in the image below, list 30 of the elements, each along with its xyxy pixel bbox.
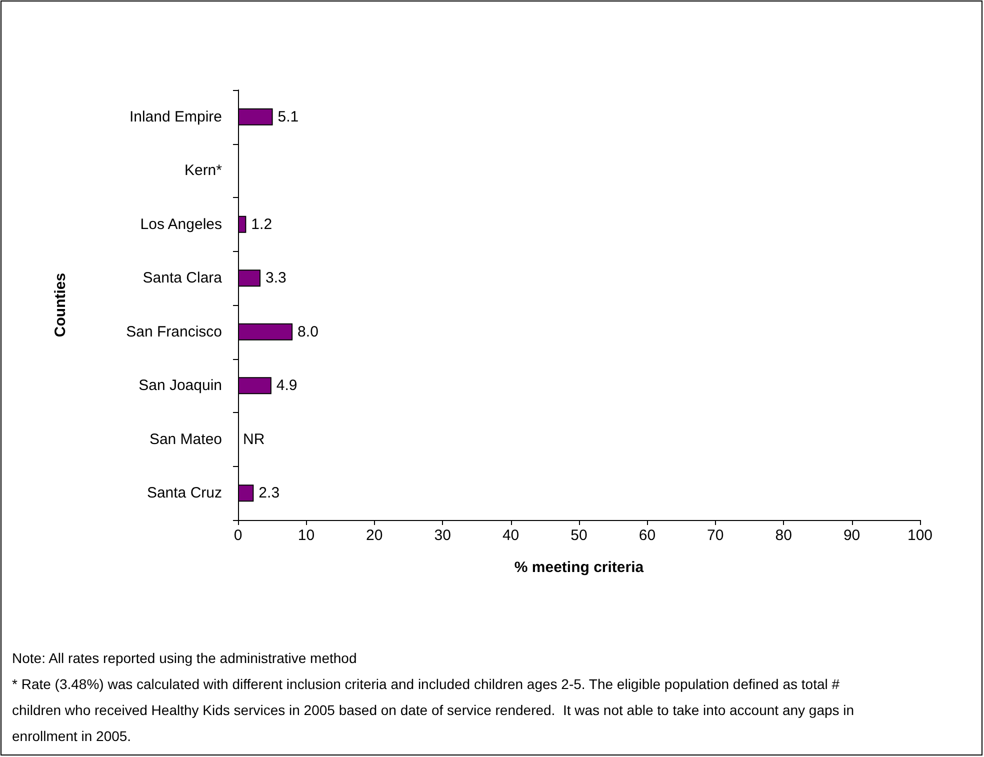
y-tick-label: San Joaquin (138, 377, 222, 394)
x-tick-label: 60 (638, 527, 656, 544)
data-label: 1.2 (251, 216, 272, 233)
x-tick-label: 100 (907, 527, 933, 544)
y-tick-label: Santa Cruz (146, 484, 222, 502)
x-tick-label: 40 (502, 527, 520, 544)
x-tick-label: 70 (707, 527, 724, 544)
x-tick-label: 30 (434, 527, 451, 544)
text: NR (243, 430, 265, 448)
y-tick-label: Santa Clara (142, 270, 223, 287)
y-tick-label: San Mateo (149, 430, 222, 448)
data-label: 8.0 (298, 323, 318, 340)
y-tick-label: Inland Empire (129, 108, 222, 126)
data-label: 3.3 (266, 270, 286, 287)
x-tick-label: 80 (775, 527, 792, 544)
y-tick-label: Kern* (184, 162, 222, 180)
text: * Rate (3.48%) was calculated with different inclusion criteria and included children ages 2-5. The eligible population defined as total # children who received Healthy Kids services in 2005 based on date of service rendered. It was not able to take into account any gaps in enrollment in 2005. (12, 676, 858, 744)
x-axis-title: % meeting criteria (514, 559, 644, 576)
y-tick-label: Los Angeles (140, 216, 222, 233)
x-tick-label: 0 (234, 527, 242, 544)
y-tick-label: San Francisco (126, 323, 222, 340)
data-label: 5.1 (278, 108, 299, 126)
data-label: 4.9 (276, 377, 298, 394)
x-tick-label: 90 (843, 527, 860, 544)
text: Note: All rates reported using the administrative method (12, 650, 357, 666)
x-tick-label: 20 (366, 527, 383, 544)
data-label: 2.3 (258, 484, 280, 502)
x-tick-label: 50 (570, 527, 588, 544)
y-axis-title: Counties (52, 272, 69, 338)
x-tick-label: 10 (298, 527, 315, 544)
